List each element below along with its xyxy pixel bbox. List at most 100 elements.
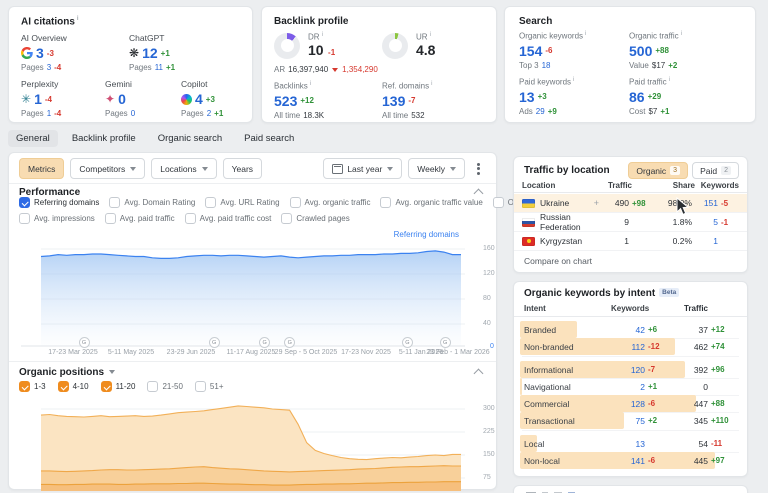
intent-row-local[interactable]: Local 13 54 -11 bbox=[514, 435, 747, 452]
count-badge: 3 bbox=[670, 166, 681, 175]
stat-gemini: Gemini ✦ 0 Pages 0 bbox=[105, 79, 136, 118]
google-update-icon[interactable]: G bbox=[439, 337, 451, 348]
intent-row-commercial[interactable]: Commercial 128 -6 447 +88 bbox=[514, 395, 747, 412]
intent-row-navigational[interactable]: Navigational 2 +1 0 bbox=[514, 378, 747, 395]
tab-general[interactable]: General bbox=[8, 130, 58, 147]
section-tabs: General Backlink profile Organic search … bbox=[8, 130, 302, 147]
toggle-organic[interactable]: Organic 3 bbox=[628, 162, 689, 179]
perplexity-icon: ✳ bbox=[21, 92, 32, 106]
tab-backlink-profile[interactable]: Backlink profile bbox=[71, 133, 136, 144]
stat-url-rating: UR 4.8 bbox=[382, 32, 435, 60]
checkbox-crawled-pages[interactable]: Crawled pages bbox=[281, 213, 350, 224]
tab-organic-search[interactable]: Organic search bbox=[157, 133, 223, 144]
chart-legend-referring-domains: Referring domains bbox=[393, 230, 459, 239]
checkbox-avg-paid-traffic[interactable]: Avg. paid traffic bbox=[104, 213, 175, 224]
y-tick: 225 bbox=[483, 428, 495, 435]
y-tick: 75 bbox=[483, 474, 491, 481]
stat-organic-traffic: Organic traffic 500+88 Value$17+2 bbox=[629, 31, 682, 70]
y-tick: 120 bbox=[483, 270, 495, 277]
checkbox-icon bbox=[184, 213, 196, 224]
checkbox-referring-domains[interactable]: Referring domains bbox=[19, 197, 99, 208]
x-tick: 5-11 Jan 2026 bbox=[398, 349, 444, 356]
checkbox-pos-21-50[interactable]: 21-50 bbox=[147, 381, 183, 392]
table-row-russian-federation[interactable]: Russian Federation 9 1.8% 5 -1 bbox=[514, 212, 747, 232]
checkbox-avg-organic-traffic[interactable]: Avg. organic traffic bbox=[289, 197, 370, 208]
checkbox-avg-url-rating[interactable]: Avg. URL Rating bbox=[205, 197, 280, 208]
info-icon bbox=[428, 33, 431, 42]
intent-row-non-local[interactable]: Non-local 141 -6 445 +97 bbox=[514, 452, 747, 469]
toggle-paid[interactable]: Paid 2 bbox=[692, 162, 739, 179]
google-update-icon[interactable]: G bbox=[259, 337, 271, 348]
more-options-icon[interactable] bbox=[477, 162, 480, 175]
checkbox-icon bbox=[100, 381, 112, 392]
intent-row-transactional[interactable]: Transactional 75 +2 345 +110 bbox=[514, 412, 747, 429]
tab-paid-search[interactable]: Paid search bbox=[244, 133, 295, 144]
chevron-down-icon bbox=[450, 167, 456, 174]
checkbox-icon bbox=[205, 197, 217, 208]
metric-checkbox-row-2: Avg. impressions Avg. paid traffic Avg. … bbox=[19, 213, 350, 224]
google-update-icon[interactable]: G bbox=[401, 337, 413, 348]
divider bbox=[522, 356, 739, 357]
competitors-dropdown[interactable]: Competitors bbox=[70, 158, 146, 179]
organic-paid-toggle: Organic 3 Paid 2 bbox=[628, 162, 739, 179]
keywords-by-intent-title: Organic keywords by intent Beta bbox=[524, 288, 680, 299]
metrics-button[interactable]: Metrics bbox=[19, 158, 65, 179]
chevron-down-icon bbox=[109, 370, 116, 377]
checkbox-icon bbox=[380, 197, 392, 208]
checkbox-pos-11-20[interactable]: 11-20 bbox=[100, 381, 135, 392]
chevron-down-icon bbox=[201, 167, 208, 174]
locations-dropdown[interactable]: Locations bbox=[151, 158, 217, 179]
info-icon bbox=[429, 82, 432, 91]
stat-ahrefs-rank: AR 16,397,940 1,354,290 bbox=[274, 65, 378, 74]
granularity-dropdown[interactable]: Weekly bbox=[408, 158, 465, 179]
info-icon bbox=[320, 33, 323, 42]
x-tick: 17-23 Mar 2025 bbox=[48, 349, 98, 356]
checkbox-icon bbox=[57, 381, 69, 392]
compare-on-chart-link[interactable]: Compare on chart bbox=[524, 256, 593, 266]
info-icon bbox=[667, 78, 670, 87]
organic-positions-title[interactable]: Organic positions bbox=[19, 367, 116, 378]
intent-row-informational[interactable]: Informational 120 -7 392 +96 bbox=[514, 361, 747, 378]
checkbox-pos-51-plus[interactable]: 51+ bbox=[194, 381, 224, 392]
google-update-icon[interactable]: G bbox=[78, 337, 90, 348]
stat-organic-keywords: Organic keywords 154-6 Top 318 bbox=[519, 31, 586, 70]
add-to-compare-icon[interactable]: + bbox=[593, 198, 599, 208]
beta-badge: Beta bbox=[659, 288, 680, 297]
ur-gauge bbox=[382, 32, 408, 59]
chatgpt-icon: ❋ bbox=[129, 46, 140, 60]
checkbox-pos-1-3[interactable]: 1-3 bbox=[19, 381, 46, 392]
date-range-dropdown[interactable]: Last year bbox=[323, 158, 403, 179]
intent-row-branded[interactable]: Branded 42 +6 37 +12 bbox=[514, 321, 747, 338]
x-tick: 23 Feb - 1 Mar 2026 bbox=[426, 349, 490, 356]
google-update-icon[interactable]: G bbox=[208, 337, 220, 348]
years-button[interactable]: Years bbox=[222, 158, 263, 179]
filter-row: Metrics Competitors Locations Years bbox=[19, 158, 263, 179]
table-row-ukraine[interactable]: Ukraine + 490 +98 98.0% 151 -5 bbox=[514, 194, 747, 213]
google-update-icon[interactable]: G bbox=[284, 337, 296, 348]
y-tick-zero: 0 bbox=[490, 343, 494, 350]
checkbox-avg-domain-rating[interactable]: Avg. Domain Rating bbox=[109, 197, 195, 208]
checkbox-avg-organic-traffic-value[interactable]: Avg. organic traffic value bbox=[380, 197, 483, 208]
checkbox-icon bbox=[194, 381, 206, 392]
intent-table-header: Intent Keywords Traffic bbox=[514, 304, 747, 317]
table-row-kyrgyzstan[interactable]: Kyrgyzstan 1 0.2% 1 bbox=[514, 232, 747, 251]
divider bbox=[522, 378, 739, 379]
y-tick: 150 bbox=[483, 451, 495, 458]
chevron-down-icon bbox=[130, 167, 137, 174]
checkbox-avg-paid-traffic-cost[interactable]: Avg. paid traffic cost bbox=[184, 213, 271, 224]
location-table-header: Location Traffic Share Keywords bbox=[514, 179, 747, 193]
checkbox-avg-impressions[interactable]: Avg. impressions bbox=[19, 213, 95, 224]
intent-row-non-branded[interactable]: Non-branded 112 -12 462 +74 bbox=[514, 338, 747, 355]
collapse-section-icon[interactable] bbox=[473, 368, 484, 379]
backlink-profile-title: Backlink profile bbox=[274, 16, 349, 27]
russia-flag-icon bbox=[522, 217, 535, 227]
checkbox-icon bbox=[104, 213, 116, 224]
checkbox-pos-4-10[interactable]: 4-10 bbox=[57, 381, 89, 392]
referring-domains-chart[interactable] bbox=[21, 243, 465, 349]
organic-positions-chart[interactable] bbox=[21, 397, 465, 491]
x-tick: 11-17 Aug 2025 bbox=[226, 349, 276, 356]
y-tick: 300 bbox=[483, 405, 495, 412]
